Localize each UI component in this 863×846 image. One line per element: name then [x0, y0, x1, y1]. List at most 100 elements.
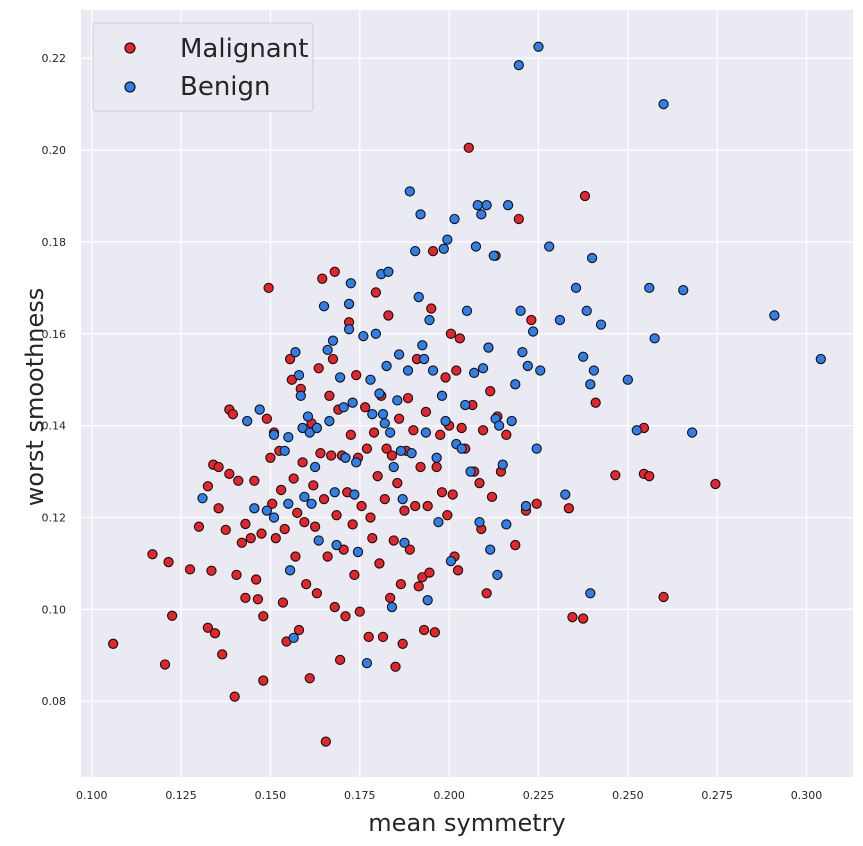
point-malignant: [392, 477, 403, 489]
point-malignant: [220, 524, 231, 536]
point-benign: [284, 565, 296, 576]
point-malignant: [440, 372, 451, 383]
point-malignant: [217, 649, 228, 660]
point-benign: [254, 404, 265, 415]
point-malignant: [193, 521, 205, 532]
point-malignant: [263, 282, 274, 294]
point-malignant: [452, 565, 464, 576]
point-malignant: [209, 628, 221, 639]
point-malignant: [578, 613, 589, 624]
point-malignant: [485, 386, 496, 397]
point-malignant: [284, 353, 296, 365]
point-benign: [470, 241, 482, 252]
point-malignant: [420, 406, 432, 418]
point-malignant: [501, 429, 512, 440]
point-benign: [415, 209, 426, 220]
point-malignant: [308, 480, 319, 491]
point-benign: [249, 503, 260, 514]
point-malignant: [233, 475, 244, 486]
point-benign: [445, 555, 457, 567]
point-malignant: [510, 539, 521, 551]
point-benign: [349, 489, 360, 500]
point-malignant: [245, 533, 256, 544]
point-malignant: [644, 471, 655, 482]
point-benign: [410, 245, 421, 257]
point-malignant: [436, 487, 448, 498]
point-malignant: [347, 519, 358, 530]
point-benign: [477, 363, 489, 374]
point-malignant: [399, 505, 410, 516]
point-malignant: [413, 581, 424, 592]
point-malignant: [258, 611, 269, 622]
point-benign: [581, 305, 592, 316]
legend-label-malignant: Malignant: [180, 34, 308, 64]
point-benign: [418, 353, 430, 365]
point-benign: [424, 314, 435, 326]
point-malignant: [365, 512, 376, 523]
point-benign: [343, 298, 355, 310]
point-malignant: [304, 673, 315, 684]
point-benign: [433, 516, 444, 528]
point-malignant: [363, 631, 374, 643]
point-benign: [427, 365, 439, 376]
point-malignant: [317, 273, 328, 284]
point-malignant: [426, 303, 437, 314]
point-benign: [397, 493, 408, 505]
point-benign: [678, 285, 689, 296]
point-malignant: [374, 558, 385, 569]
point-benign: [474, 516, 485, 528]
point-benign: [331, 539, 342, 551]
legend-marker-malignant: [124, 42, 136, 54]
point-malignant: [202, 481, 214, 492]
point-benign: [197, 493, 208, 504]
point-benign: [388, 461, 399, 473]
y-tick-label: 0.20: [42, 144, 67, 157]
point-malignant: [334, 654, 346, 666]
point-malignant: [326, 450, 337, 461]
point-benign: [468, 367, 480, 378]
point-benign: [585, 379, 596, 390]
point-malignant: [184, 564, 196, 575]
y-tick-label: 0.14: [42, 420, 67, 433]
point-benign: [588, 365, 600, 376]
point-malignant: [299, 516, 310, 528]
x-tick-label: 0.225: [523, 789, 555, 802]
point-benign: [358, 330, 369, 342]
x-tick-label: 0.175: [344, 789, 376, 802]
x-tick-label: 0.250: [612, 789, 644, 802]
point-malignant: [338, 544, 349, 555]
point-malignant: [422, 500, 433, 512]
point-malignant: [429, 627, 440, 638]
point-benign: [417, 340, 428, 351]
point-benign: [515, 305, 526, 316]
point-benign: [345, 278, 356, 289]
point-malignant: [267, 498, 278, 509]
point-benign: [520, 500, 532, 512]
y-tick-label: 0.10: [42, 603, 67, 616]
point-benign: [242, 415, 253, 427]
point-malignant: [258, 675, 269, 686]
point-benign: [449, 213, 460, 225]
point-malignant: [383, 310, 394, 321]
point-malignant: [252, 594, 264, 605]
point-malignant: [275, 484, 287, 496]
point-malignant: [361, 443, 373, 454]
point-benign: [586, 252, 598, 264]
point-malignant: [261, 413, 273, 424]
point-benign: [404, 186, 415, 197]
point-malignant: [227, 409, 239, 420]
point-benign: [406, 448, 417, 459]
point-benign: [297, 422, 308, 434]
point-malignant: [318, 493, 330, 505]
x-tick-label: 0.150: [255, 789, 287, 802]
point-malignant: [424, 567, 435, 578]
point-benign: [343, 324, 355, 335]
point-benign: [456, 443, 467, 454]
point-malignant: [240, 518, 251, 530]
point-benign: [522, 360, 533, 372]
point-benign: [370, 328, 382, 339]
point-benign: [347, 397, 358, 408]
point-benign: [383, 266, 394, 277]
point-benign: [472, 200, 483, 211]
